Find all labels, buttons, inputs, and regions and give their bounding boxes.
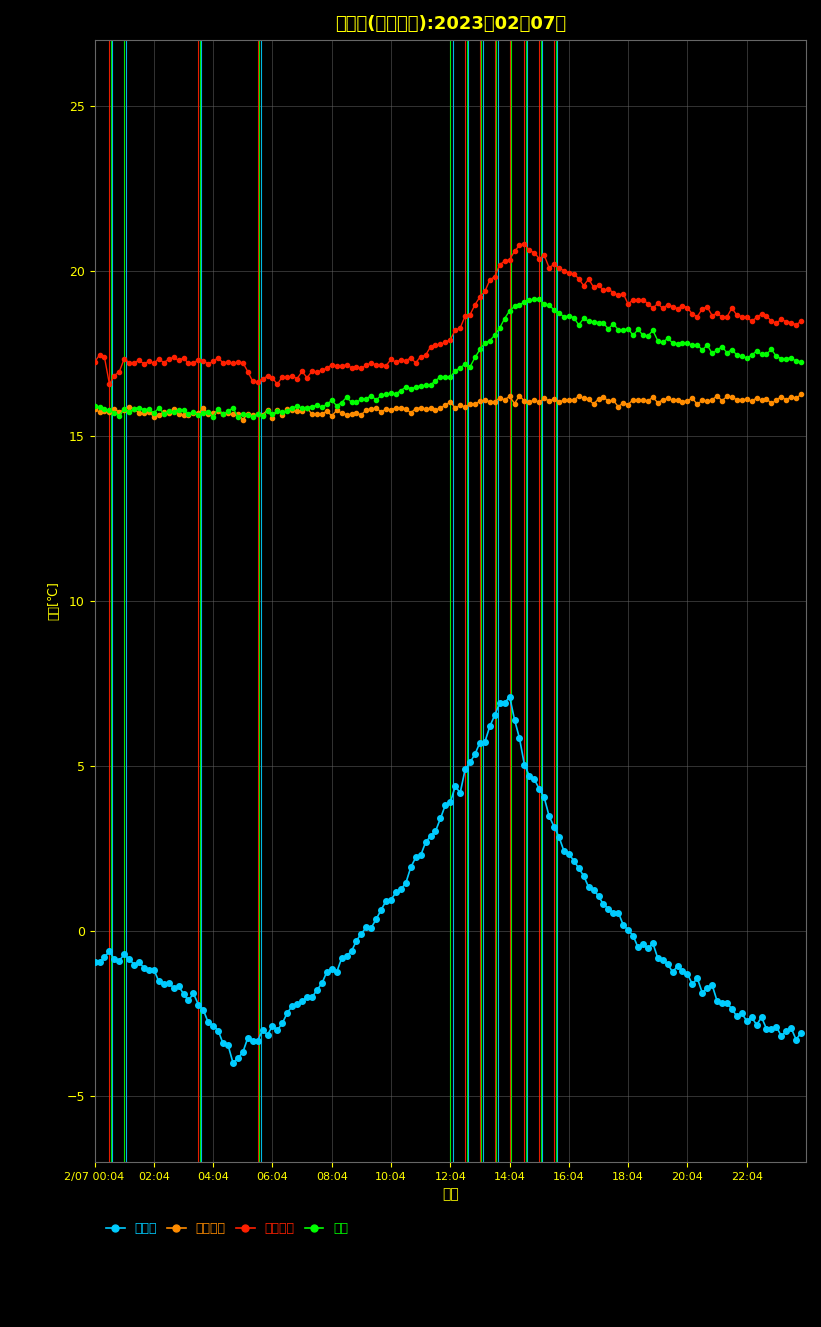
調査場所 — [89, 401, 99, 417]
リビング — [194, 352, 204, 368]
２階 — [796, 354, 806, 370]
２階 — [194, 406, 204, 422]
リビング — [139, 356, 149, 372]
リビング — [520, 236, 530, 252]
Line: 調査場所: 調査場所 — [93, 393, 803, 422]
２階 — [312, 397, 322, 413]
調査場所 — [238, 411, 248, 427]
リビング — [677, 297, 687, 313]
調査場所 — [139, 405, 149, 421]
リビング — [273, 377, 282, 393]
調査場所 — [312, 406, 322, 422]
Line: リビング: リビング — [93, 242, 803, 386]
外気温 — [89, 954, 99, 970]
X-axis label: 日時: 日時 — [442, 1188, 459, 1201]
２階 — [603, 321, 613, 337]
２階 — [248, 409, 258, 425]
リビング — [312, 365, 322, 381]
調査場所 — [599, 389, 608, 405]
調査場所 — [663, 390, 672, 406]
２階 — [139, 402, 149, 418]
外気温 — [228, 1055, 238, 1071]
外気温 — [505, 689, 515, 705]
２階 — [677, 336, 687, 352]
２階 — [534, 291, 544, 307]
Line: ２階: ２階 — [93, 296, 803, 419]
調査場所 — [672, 391, 682, 407]
リビング — [89, 354, 99, 370]
外気温 — [603, 901, 613, 917]
調査場所 — [194, 405, 204, 421]
外気温 — [194, 997, 204, 1013]
リビング — [667, 299, 677, 314]
調査場所 — [796, 386, 806, 402]
外気温 — [796, 1024, 806, 1040]
Title: 見学会(湿度管理):2023年02月07日: 見学会(湿度管理):2023年02月07日 — [335, 15, 566, 33]
Line: 外気温: 外気温 — [92, 694, 804, 1066]
２階 — [89, 398, 99, 414]
外気温 — [139, 961, 149, 977]
外気温 — [677, 963, 687, 979]
Y-axis label: 気温[℃]: 気温[℃] — [48, 581, 61, 621]
外気温 — [312, 982, 322, 998]
２階 — [667, 334, 677, 350]
リビング — [603, 281, 613, 297]
Legend: 外気温, 調査場所, リビング, ２階: 外気温, 調査場所, リビング, ２階 — [101, 1217, 353, 1239]
外気温 — [667, 963, 677, 979]
リビング — [796, 313, 806, 329]
